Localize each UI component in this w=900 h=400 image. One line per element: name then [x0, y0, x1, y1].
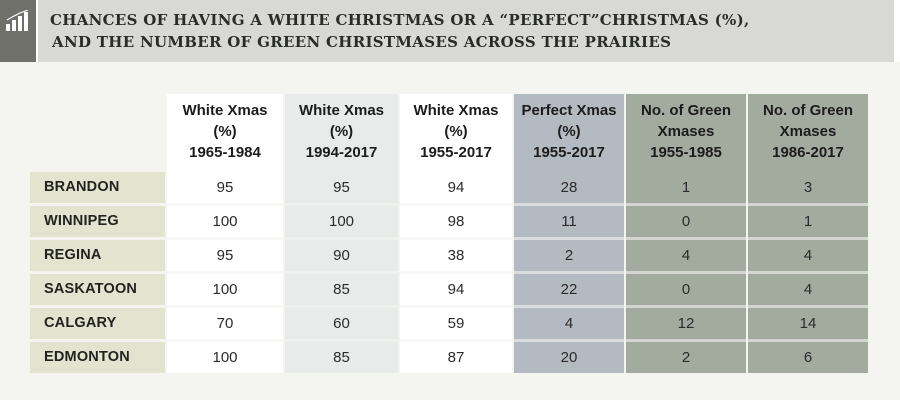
table-cell: 1 [681, 179, 691, 196]
row-label: CALGARY [30, 308, 165, 339]
row-label: BRANDON [30, 172, 165, 203]
table-cell: 14 [799, 315, 817, 332]
table-cell: 59 [447, 315, 465, 332]
table-cell: 0 [681, 281, 691, 298]
table-cell: 100 [328, 213, 355, 230]
table-cell: 1 [803, 213, 813, 230]
column-header-line: 1986-2017 [772, 143, 844, 161]
table-cell: 98 [447, 213, 465, 230]
column-header-4: Perfect Xmas (%) 1955-2017 [514, 94, 624, 168]
table-cell: 4 [803, 281, 813, 298]
table-cell: 95 [216, 179, 234, 196]
column-header-line: Xmases [657, 122, 715, 140]
column-band-2 [285, 94, 398, 373]
table-cell: 4 [681, 247, 691, 264]
table-cell: 90 [333, 247, 350, 264]
column-header-1: White Xmas (%) 1965-1984 [167, 94, 283, 168]
row-label: EDMONTON [30, 342, 165, 373]
column-header-5: No. of Green Xmases 1955-1985 [626, 94, 746, 168]
table-cell: 11 [561, 213, 577, 230]
table-cell: 4 [803, 247, 813, 264]
title-line-1: CHANCES OF HAVING A WHITE CHRISTMAS OR A… [50, 11, 750, 29]
column-header-line: 1955-2017 [420, 143, 492, 161]
table-cell: 85 [333, 349, 350, 366]
table-cell: 38 [447, 247, 465, 264]
table-cell: 70 [216, 315, 234, 332]
table-cell: 100 [212, 349, 238, 366]
table-cell: 95 [333, 179, 350, 196]
title-box: CHANCES OF HAVING A WHITE CHRISTMAS OR A… [38, 0, 894, 62]
table-cell: 20 [560, 349, 578, 366]
table-cell: 2 [681, 349, 691, 366]
bar-chart-icon [6, 10, 29, 31]
column-band-6 [748, 94, 868, 373]
table-cell: 85 [333, 281, 350, 298]
column-header-3: White Xmas (%) 1955-2017 [400, 94, 512, 168]
column-header-2: White Xmas (%) 1994-2017 [285, 94, 398, 168]
column-header-line: 1994-2017 [305, 143, 378, 161]
table-cell: 3 [803, 179, 813, 196]
column-header-line: White Xmas [298, 101, 385, 119]
table-cell: 87 [447, 349, 465, 366]
table-cell: 95 [216, 247, 234, 264]
table-cell: 94 [447, 179, 465, 196]
row-label: REGINA [30, 240, 165, 271]
title-banner: CHANCES OF HAVING A WHITE CHRISTMAS OR A… [0, 0, 900, 62]
table-cell: 2 [564, 247, 574, 264]
row-separator [167, 203, 868, 206]
column-band-4 [514, 94, 624, 373]
row-separator [167, 271, 868, 274]
title-line-2: AND THE NUMBER OF GREEN CHRISTMASES ACRO… [52, 33, 672, 51]
table-cell: 100 [212, 213, 238, 230]
column-band-5 [626, 94, 746, 373]
column-header-line: 1955-2017 [533, 143, 605, 161]
table-cell: 100 [212, 281, 238, 298]
column-header-line: No. of Green [762, 101, 853, 119]
column-header-line: White Xmas [182, 101, 268, 119]
column-band-1 [167, 94, 283, 373]
table-cell: 60 [333, 315, 350, 332]
column-header-line: (%) [444, 122, 468, 140]
chart-title: CHANCES OF HAVING A WHITE CHRISTMAS OR A… [50, 9, 894, 53]
data-table: White Xmas (%) 1965-1984 White Xmas (%) 1994-… [0, 62, 900, 400]
table-cell: 22 [560, 281, 578, 298]
column-header-line: (%) [329, 122, 354, 140]
row-separator [167, 237, 868, 240]
row-label: WINNIPEG [30, 206, 165, 237]
table-cell: 12 [677, 315, 695, 332]
column-band-3 [400, 94, 512, 373]
table-cell: 6 [803, 349, 813, 366]
column-header-line: Xmases [779, 122, 837, 140]
column-header-line: (%) [557, 122, 581, 140]
column-header-line: 1965-1984 [189, 143, 261, 161]
table-cell: 28 [560, 179, 578, 196]
icon-box [0, 0, 36, 62]
column-header-6: No. of Green Xmases 1986-2017 [748, 94, 868, 168]
row-separator [167, 339, 868, 342]
column-header-line: Perfect Xmas [521, 101, 617, 119]
column-header-line: White Xmas [413, 101, 499, 119]
row-label: SASKATOON [30, 274, 165, 305]
column-header-line: (%) [213, 122, 237, 140]
row-separator [167, 305, 868, 308]
table-cell: 4 [564, 315, 574, 332]
column-header-line: No. of Green [640, 101, 731, 119]
table-cell: 94 [447, 281, 465, 298]
column-header-line: 1955-1985 [650, 143, 722, 161]
table-cell: 0 [681, 213, 691, 230]
